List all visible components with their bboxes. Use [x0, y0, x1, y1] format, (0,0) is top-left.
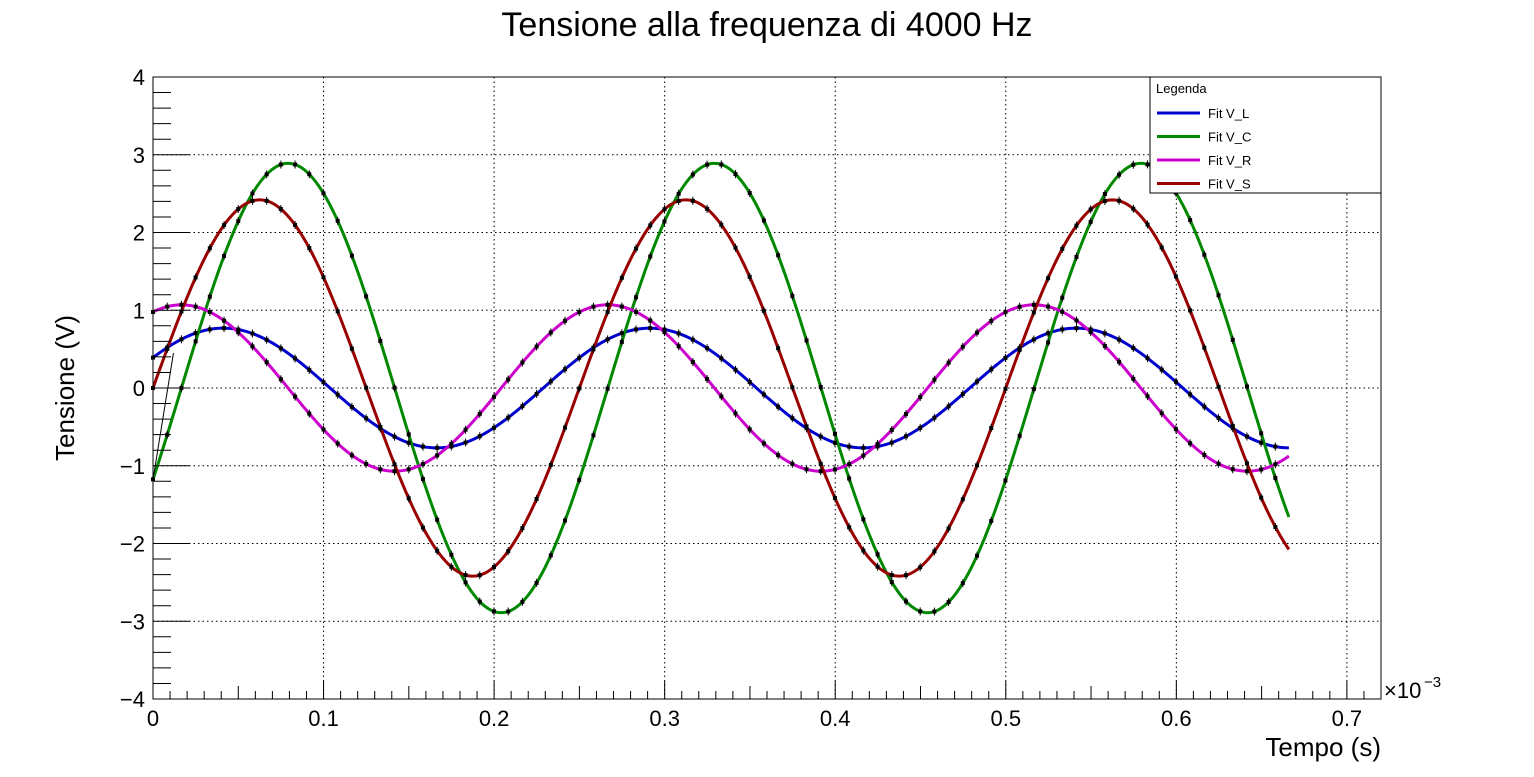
x-axis: 0 0.1 0.2 0.3 0.4 0.5 0.6 0.7: [147, 681, 1382, 731]
legend-entries: Fit V_L Fit V_C Fit V_R Fit V_S: [1157, 106, 1251, 192]
y-axis: −4 −3 −2 −1 0 1 2 3 4: [120, 65, 190, 712]
legend-entry-label: Fit V_L: [1208, 106, 1249, 121]
y-tick-label: −1: [120, 454, 145, 479]
y-tick-label: 3: [133, 143, 145, 168]
y-tick-label: −4: [120, 687, 145, 712]
x-tick-label: 0.6: [1161, 706, 1192, 731]
y-tick-label: 2: [133, 221, 145, 246]
x-tick-label: 0.7: [1332, 706, 1363, 731]
x-exponent-power: −3: [1424, 674, 1441, 691]
x-tick-label: 0: [147, 706, 159, 731]
x-exponent-base: ×10: [1384, 678, 1421, 703]
initial-segment: [152, 352, 174, 480]
y-axis-label: Tensione (V): [50, 315, 80, 461]
x-tick-label: 0.2: [479, 706, 510, 731]
chart-title: Tensione alla frequenza di 4000 Hz: [501, 6, 1032, 44]
legend-entry-label: Fit V_S: [1208, 177, 1251, 192]
legend-entry-label: Fit V_C: [1208, 130, 1251, 145]
y-tick-label: −2: [120, 532, 145, 557]
x-tick-label: 0.3: [649, 706, 680, 731]
x-tick-label: 0.1: [308, 706, 339, 731]
y-tick-label: −3: [120, 609, 145, 634]
legend-entry-label: Fit V_R: [1208, 153, 1251, 168]
legend: Legenda Fit V_L Fit V_C Fit V_R Fit V_S: [1149, 76, 1382, 194]
x-tick-label: 0.5: [990, 706, 1021, 731]
x-exponent: ×10 −3: [1384, 674, 1441, 703]
y-tick-label: 4: [133, 65, 145, 90]
x-axis-label: Tempo (s): [1265, 732, 1381, 762]
legend-header: Legenda: [1156, 81, 1207, 96]
x-tick-label: 0.4: [820, 706, 851, 731]
y-tick-label: 1: [133, 298, 145, 323]
y-tick-label: 0: [133, 376, 145, 401]
